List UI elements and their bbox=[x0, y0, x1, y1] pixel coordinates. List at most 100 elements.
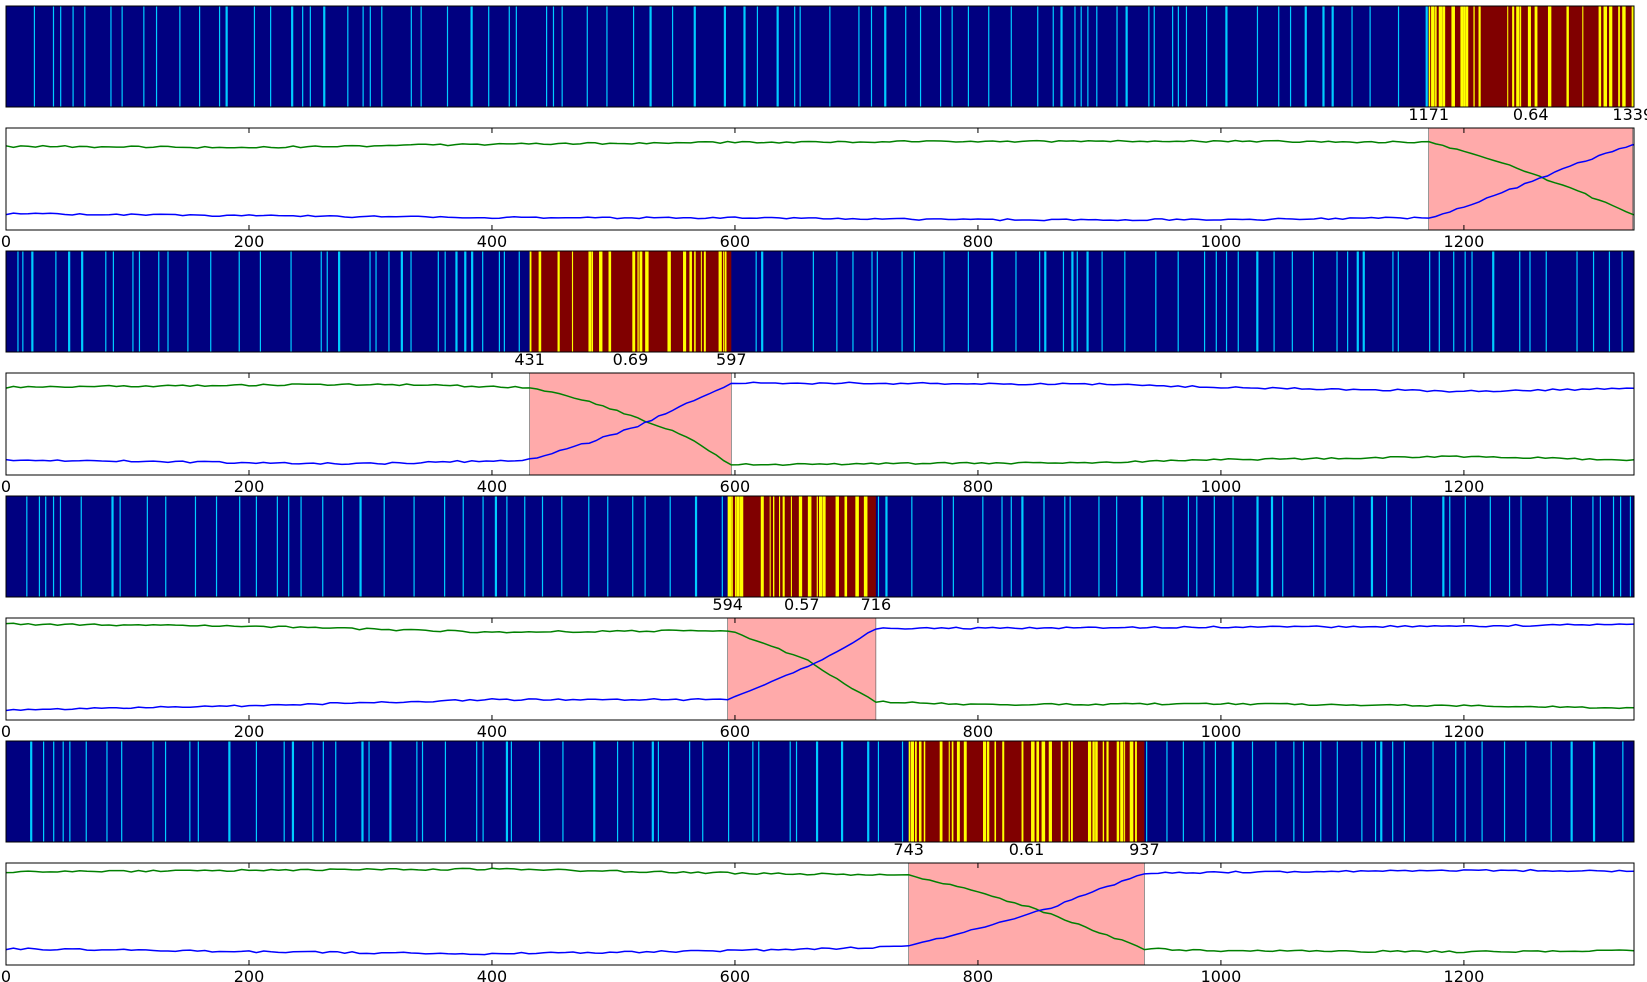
heatmap-event-line bbox=[552, 6, 555, 107]
x-tick-label: 400 bbox=[477, 722, 508, 741]
heatmap-event-line bbox=[1275, 741, 1277, 842]
heatmap-event-line bbox=[1237, 251, 1239, 352]
x-tick-label: 1200 bbox=[1444, 232, 1485, 251]
heatmap-event-line bbox=[1231, 741, 1234, 842]
heatmap-event-line bbox=[121, 741, 123, 842]
heatmap-region-stripe bbox=[1431, 6, 1435, 107]
heatmap-event-line bbox=[1599, 496, 1601, 597]
heatmap-event-line bbox=[1520, 496, 1522, 597]
heatmap-event-line bbox=[506, 496, 508, 597]
heatmap-event-line bbox=[1622, 741, 1624, 842]
heatmap-event-line bbox=[1213, 496, 1215, 597]
heatmap-event-line bbox=[1116, 6, 1118, 107]
heatmap-event-line bbox=[941, 496, 943, 597]
heatmap-region-stripe bbox=[779, 496, 781, 597]
heatmap-region-stripe bbox=[1463, 6, 1466, 107]
green-series-line bbox=[5, 383, 1635, 467]
heatmap-event-line bbox=[1410, 496, 1412, 597]
heatmap-region-stripe bbox=[798, 496, 803, 597]
region-start-label: 431 bbox=[514, 350, 545, 369]
heatmap-event-line bbox=[138, 251, 141, 352]
heatmap-region-stripe bbox=[1070, 741, 1073, 842]
heatmap-region-stripe bbox=[735, 496, 737, 597]
heatmap-region-stripe bbox=[769, 496, 771, 597]
heatmap-event-line bbox=[616, 741, 619, 842]
heatmap-event-line bbox=[45, 496, 47, 597]
heatmap-region-stripe bbox=[1609, 6, 1613, 107]
region-start-label: 1171 bbox=[1408, 105, 1449, 124]
region-end-label: 597 bbox=[716, 350, 747, 369]
heatmap-event-line bbox=[26, 496, 28, 597]
heatmap-event-line bbox=[1425, 6, 1428, 107]
heatmap-region-stripe bbox=[736, 496, 740, 597]
heatmap-region-stripe bbox=[645, 251, 649, 352]
heatmap-event-line bbox=[106, 741, 108, 842]
heatmap-event-line bbox=[17, 251, 19, 352]
heatmap-frame bbox=[5, 250, 1635, 353]
heatmap-region-stripe bbox=[1095, 741, 1098, 842]
heatmap-frame bbox=[5, 740, 1635, 843]
region-end-label: 937 bbox=[1129, 840, 1160, 859]
heatmap-region-stripe bbox=[1120, 741, 1124, 842]
heatmap-event-line bbox=[410, 6, 412, 107]
heatmap-event-line bbox=[1282, 496, 1284, 597]
heatmap-event-line bbox=[1612, 496, 1615, 597]
heatmap-event-line bbox=[322, 741, 324, 842]
heatmap-event-line bbox=[155, 6, 158, 107]
heatmap-event-line bbox=[494, 496, 498, 597]
heatmap-region-stripe bbox=[963, 741, 967, 842]
heatmap-region-stripe bbox=[923, 741, 926, 842]
heatmap-event-line bbox=[919, 6, 922, 107]
heatmap-region-stripe bbox=[790, 496, 792, 597]
heatmap-event-line bbox=[538, 741, 541, 842]
heatmap-region-stripe bbox=[1435, 6, 1437, 107]
heatmap-region-stripe bbox=[1451, 6, 1455, 107]
heatmap-event-line bbox=[1336, 251, 1338, 352]
region-score-label: 0.69 bbox=[613, 350, 649, 369]
x-tick-label: 0 bbox=[1, 967, 11, 982]
heatmap-event-line bbox=[1289, 6, 1292, 107]
highlight-region bbox=[529, 372, 732, 476]
green-series-line bbox=[5, 622, 1635, 710]
heatmap-region-stripe bbox=[1438, 6, 1443, 107]
heatmap-event-line bbox=[1464, 741, 1466, 842]
heatmap-event-line bbox=[951, 6, 953, 107]
heatmap-event-line bbox=[1570, 496, 1572, 597]
heatmap-event-line bbox=[1322, 6, 1325, 107]
heatmap-event-line bbox=[300, 496, 302, 597]
heatmap-event-line bbox=[143, 6, 145, 107]
heatmap-event-line bbox=[858, 6, 860, 107]
heatmap-event-line bbox=[165, 496, 167, 597]
heatmap-background bbox=[6, 6, 1634, 107]
x-tick-label: 600 bbox=[720, 967, 751, 982]
heatmap-event-line bbox=[146, 496, 148, 597]
heatmap-event-line bbox=[632, 741, 634, 842]
heatmap-event-line bbox=[1519, 251, 1521, 352]
heatmap-event-line bbox=[1576, 251, 1578, 352]
x-tick-label: 200 bbox=[234, 477, 265, 496]
region-start-label: 743 bbox=[893, 840, 924, 859]
heatmap-event-line bbox=[593, 741, 596, 842]
heatmap-region-stripe bbox=[987, 741, 990, 842]
heatmap-event-line bbox=[1166, 741, 1168, 842]
heatmap-event-line bbox=[199, 6, 201, 107]
heatmap-event-line bbox=[482, 496, 484, 597]
x-tick-label: 600 bbox=[720, 722, 751, 741]
x-tick-label: 1000 bbox=[1201, 232, 1242, 251]
x-tick-label: 0 bbox=[1, 722, 11, 741]
heatmap-region-stripe bbox=[956, 741, 960, 842]
heatmap-event-line bbox=[1182, 741, 1184, 842]
x-tick-label: 1200 bbox=[1444, 722, 1485, 741]
heatmap-region-stripe bbox=[994, 741, 997, 842]
heatmap-strip bbox=[5, 740, 1635, 843]
heatmap-region-stripe bbox=[727, 496, 732, 597]
heatmap-event-line bbox=[1592, 741, 1596, 842]
heatmap-event-line bbox=[1481, 741, 1483, 842]
heatmap-event-line bbox=[43, 741, 45, 842]
heatmap-region-stripe bbox=[1087, 741, 1092, 842]
heatmap-event-line bbox=[606, 6, 608, 107]
heatmap-event-line bbox=[1392, 251, 1394, 352]
heatmap-event-line bbox=[1270, 496, 1274, 597]
heatmap-event-line bbox=[1438, 251, 1440, 352]
heatmap-region-stripe bbox=[1507, 6, 1509, 107]
